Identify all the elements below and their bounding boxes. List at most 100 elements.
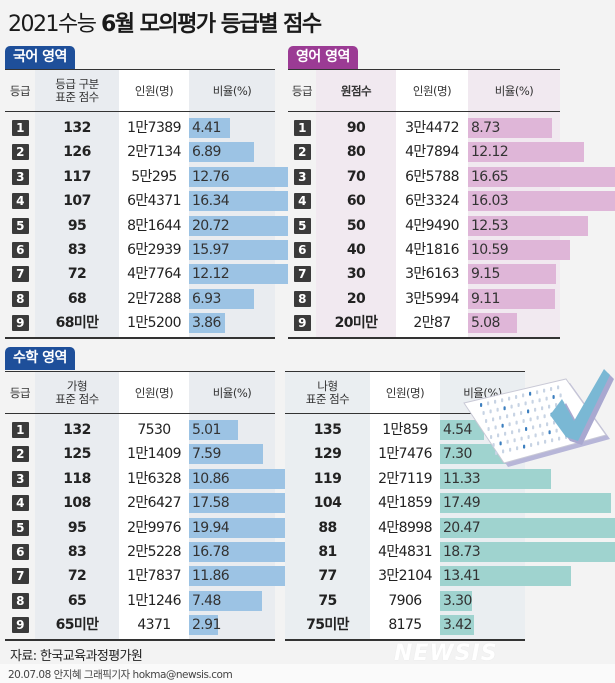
column-bg (285, 372, 370, 639)
ratio-value: 16.34 (192, 193, 230, 210)
ratio-value: 12.76 (192, 168, 230, 185)
ratio-value: 6.93 (192, 290, 221, 307)
ratio-bar (189, 444, 264, 465)
table-row: 2 125 1만1409 7.59 (5, 442, 275, 466)
table-row: 1 90 3만4472 8.73 (288, 116, 560, 140)
people-cell: 6만5788 (405, 168, 459, 185)
header-people: 인원(명) (134, 83, 174, 98)
ratio-bar (468, 215, 589, 236)
score-cell: 68 (67, 290, 87, 307)
table-row: 8 68 2만7288 6.93 (5, 287, 275, 311)
table-row: 6 83 2만5228 16.78 (5, 540, 354, 564)
people-cell: 3만2104 (378, 568, 432, 585)
people-cell: 3만6163 (405, 266, 459, 283)
page-title: 2021수능 6월 모의평가 등급별 점수 (8, 6, 322, 38)
score-cell: 75미만 (306, 617, 349, 634)
ratio-bar (468, 313, 517, 334)
score-cell: 132 (63, 120, 91, 136)
grade-badge: 5 (293, 217, 311, 234)
score-cell: 83 (67, 242, 87, 258)
grade-badge: 3 (11, 470, 29, 487)
score-cell: 95 (67, 519, 87, 536)
ratio-bar (189, 590, 263, 611)
table-row: 119 2만7119 11.33 (285, 467, 552, 491)
people-cell: 4만8998 (378, 519, 432, 536)
grade-badge: 9 (11, 617, 29, 634)
grade-badge: 9 (293, 315, 311, 332)
ratio-value: 9.11 (471, 290, 500, 307)
ratio-bar (440, 566, 572, 587)
people-cell: 2만7134 (127, 144, 181, 161)
people-cell: 6만2939 (127, 242, 181, 258)
people-cell: 1만859 (382, 422, 428, 438)
header-ratio: 비율(%) (212, 83, 252, 98)
ratio-value: 6.89 (192, 144, 221, 161)
title-prefix: 2021수능 (8, 12, 101, 37)
ratio-value: 19.94 (192, 519, 230, 536)
ratio-value: 16.65 (471, 168, 509, 185)
ratio-bar (189, 313, 226, 334)
column-bg (119, 70, 189, 337)
math-tab: 수학 영역 (5, 347, 75, 370)
table-row: 1 132 1만7389 4.41 (5, 116, 275, 140)
ratio-value: 15.97 (192, 242, 230, 258)
column-bg (396, 70, 468, 337)
ratio-bar (189, 615, 218, 636)
people-cell: 2만9976 (127, 519, 181, 536)
ratio-value: 18.73 (443, 544, 481, 560)
korean-tab: 국어 영역 (5, 46, 75, 69)
english-tab: 영어 영역 (288, 46, 358, 69)
ratio-bar (468, 264, 556, 285)
english-table: 등급 원점수 인원(명) 비율(%) 1 90 3만4472 8.73 2 80 4만7894 12.… (288, 69, 615, 339)
ratio-bar (440, 542, 615, 562)
header-grade: 등급 (291, 83, 313, 98)
table-row: 81 4만4831 18.73 (285, 540, 615, 564)
table-row: 7 30 3만6163 9.15 (288, 262, 560, 286)
table-row: 9 20미만 2만87 5.08 (288, 311, 560, 335)
ratio-value: 3.86 (192, 315, 221, 332)
ratio-bar (440, 444, 512, 465)
grade-badge: 3 (11, 168, 29, 185)
people-cell: 1만1246 (127, 592, 181, 609)
ratio-value: 11.33 (443, 470, 481, 487)
ratio-value: 10.59 (471, 242, 509, 258)
table-row: 77 3만2104 13.41 (285, 564, 572, 588)
people-cell: 2만7288 (127, 290, 181, 307)
grade-badge: 8 (11, 290, 29, 307)
score-cell: 68미만 (55, 315, 99, 332)
people-cell: 4만4831 (378, 544, 432, 560)
score-cell: 104 (313, 495, 342, 512)
ratio-value: 4.54 (443, 422, 472, 438)
table-row: 104 4만1859 17.49 (285, 491, 612, 515)
grade-badge: 6 (11, 544, 29, 560)
ratio-value: 7.48 (192, 592, 221, 609)
grade-badge: 8 (11, 592, 29, 609)
score-cell: 65미만 (55, 617, 99, 634)
grade-badge: 5 (11, 217, 29, 234)
score-cell: 90 (346, 120, 366, 136)
score-cell: 20미만 (334, 315, 378, 332)
people-cell: 2만6427 (127, 495, 181, 512)
header-people: 인원(명) (385, 385, 425, 400)
grade-badge: 6 (293, 242, 311, 258)
table-row: 7 72 1만7837 11.86 (5, 564, 306, 588)
table-row: 1 132 7530 5.01 (5, 418, 275, 442)
ratio-value: 16.78 (192, 544, 230, 560)
score-cell: 135 (313, 422, 342, 438)
people-cell: 7530 (137, 422, 171, 438)
ratio-value: 5.08 (471, 315, 500, 332)
score-cell: 75 (318, 592, 337, 609)
ratio-value: 2.91 (192, 617, 221, 634)
grade-badge: 8 (293, 290, 311, 307)
score-cell: 80 (346, 144, 366, 161)
table-row: 88 4만8998 20.47 (285, 516, 615, 540)
ratio-value: 5.01 (192, 422, 221, 438)
table-row: 3 70 6만5788 16.65 (288, 165, 615, 189)
korean-table: 등급 등급 구분 표준 점수 인원(명) 비율(%) 1 132 1만7389 4.41 2 12… (5, 69, 384, 339)
grade-badge: 2 (293, 144, 311, 161)
ratio-bar (440, 420, 485, 440)
table-row: 3 117 5만295 12.76 (5, 165, 309, 189)
ratio-value: 9.15 (471, 266, 500, 283)
table-row: 8 20 3만5994 9.11 (288, 287, 560, 311)
table-row: 75 7906 3.30 (285, 589, 525, 613)
